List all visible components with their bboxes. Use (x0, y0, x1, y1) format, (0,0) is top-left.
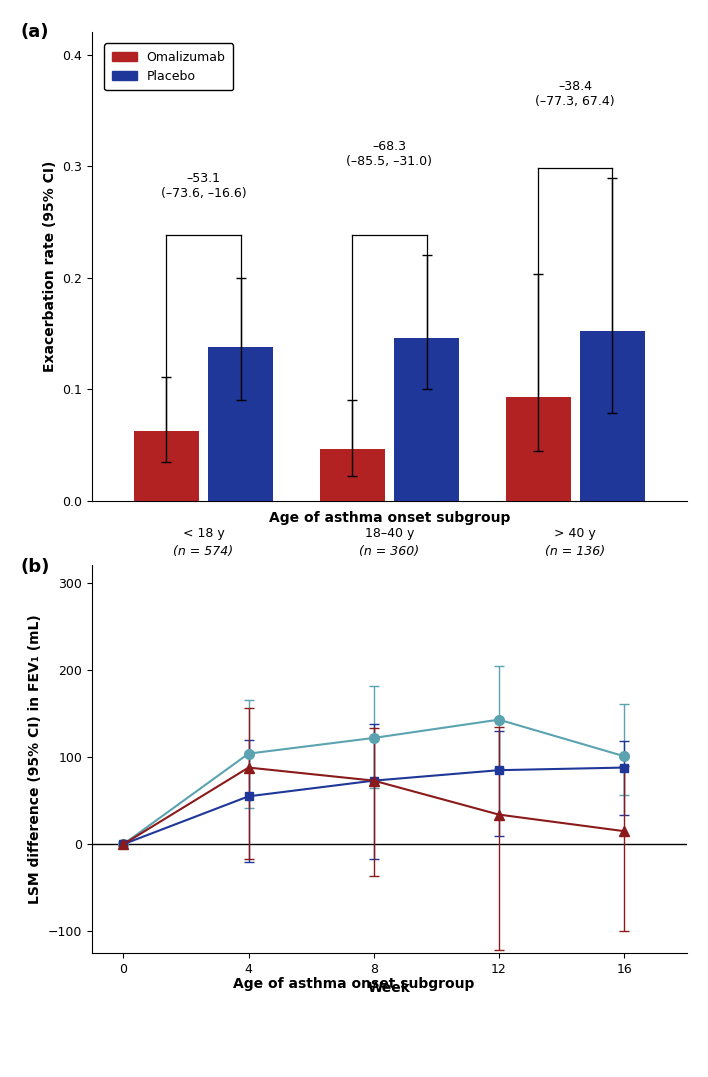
Text: (n = 574): (n = 574) (173, 545, 234, 558)
X-axis label: Week: Week (368, 981, 411, 995)
Bar (208, 347, 273, 501)
Text: (n = 136): (n = 136) (545, 545, 605, 558)
Text: > 40 y: > 40 y (554, 527, 596, 540)
Text: (a): (a) (21, 23, 49, 41)
Text: –53.1
(–73.6, –16.6): –53.1 (–73.6, –16.6) (161, 171, 246, 199)
Text: 18–40 y: 18–40 y (365, 527, 414, 540)
Bar (506, 397, 571, 501)
X-axis label: Age of asthma onset subgroup: Age of asthma onset subgroup (269, 512, 510, 526)
Text: < 18 y: < 18 y (183, 527, 224, 540)
Text: (n = 360): (n = 360) (360, 545, 419, 558)
Text: Age of asthma onset subgroup: Age of asthma onset subgroup (234, 977, 474, 991)
Bar (134, 431, 199, 501)
Legend: Omalizumab, Placebo: Omalizumab, Placebo (104, 43, 233, 90)
Bar (394, 338, 459, 501)
Text: –38.4
(–77.3, 67.4): –38.4 (–77.3, 67.4) (535, 80, 615, 108)
Text: –68.3
(–85.5, –31.0): –68.3 (–85.5, –31.0) (346, 140, 433, 168)
Bar (580, 332, 645, 501)
Bar (320, 449, 384, 501)
Y-axis label: LSM difference (95% CI) in FEV₁ (mL): LSM difference (95% CI) in FEV₁ (mL) (28, 614, 42, 905)
Text: (b): (b) (21, 558, 50, 576)
Y-axis label: Exacerbation rate (95% CI): Exacerbation rate (95% CI) (42, 160, 57, 373)
